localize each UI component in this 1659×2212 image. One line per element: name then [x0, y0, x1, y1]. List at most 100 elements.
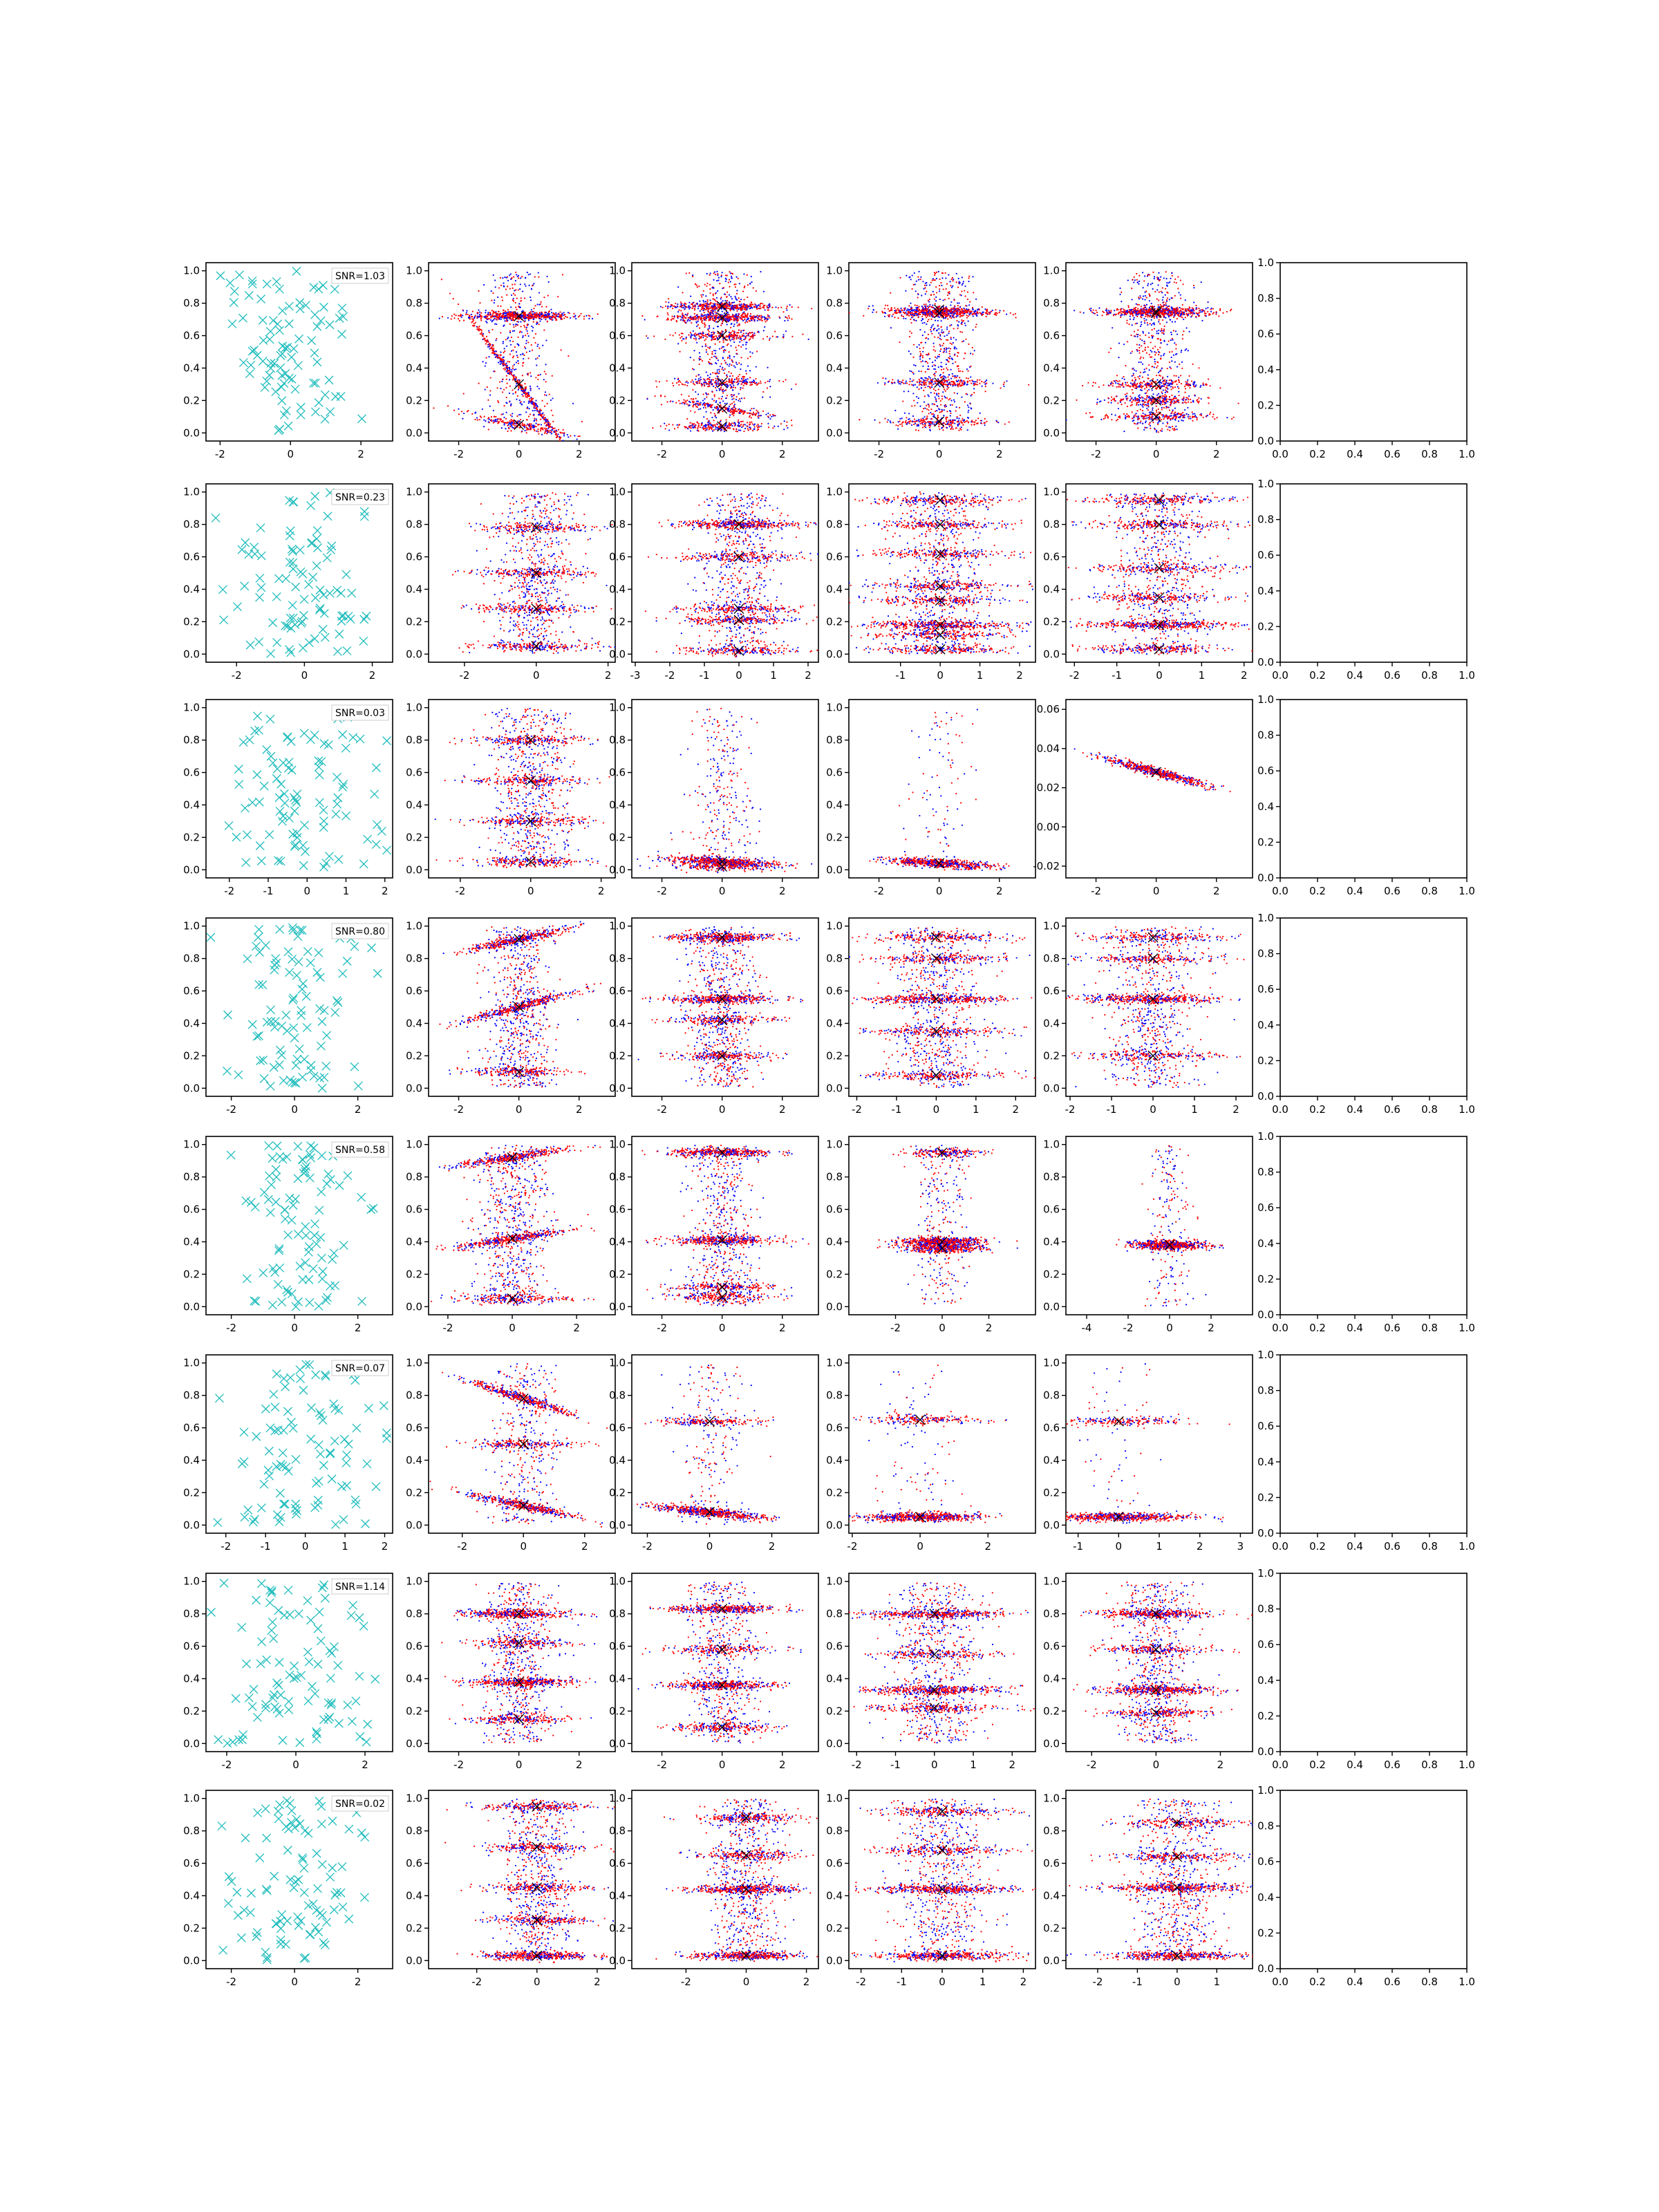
- data-point: [544, 416, 546, 419]
- data-point: [942, 299, 944, 301]
- data-point: [540, 427, 543, 429]
- data-point: [482, 426, 485, 428]
- data-point: [673, 315, 675, 317]
- data-point: [725, 335, 728, 337]
- data-point: [934, 410, 937, 412]
- data-point: [687, 306, 689, 308]
- data-point: [518, 421, 521, 423]
- data-point: [744, 427, 747, 429]
- data-point: [508, 427, 510, 430]
- data-point: [745, 320, 747, 322]
- data-point: [702, 299, 704, 301]
- data-point: [753, 332, 756, 335]
- y-tick-label: 0.4: [609, 362, 626, 374]
- data-point: [742, 381, 744, 383]
- data-point: [705, 411, 707, 413]
- data-point: [488, 331, 490, 334]
- data-point: [479, 302, 481, 304]
- data-point: [492, 344, 494, 346]
- data-point: [769, 396, 771, 398]
- data-point: [945, 349, 947, 351]
- data-point: [735, 378, 738, 380]
- data-point: [507, 337, 509, 339]
- data-point: [692, 388, 694, 391]
- data-point: [916, 395, 918, 398]
- data-point: [697, 402, 699, 404]
- data-point: [680, 306, 682, 308]
- data-point: [944, 395, 946, 397]
- data-point: [476, 315, 478, 317]
- data-point: [696, 286, 698, 288]
- data-point: [512, 379, 514, 381]
- data-point: [525, 429, 528, 431]
- data-point: [496, 420, 498, 422]
- data-point: [702, 406, 705, 409]
- data-point: [728, 315, 731, 317]
- data-point: [487, 346, 489, 348]
- data-point: [519, 418, 522, 421]
- data-point: [508, 366, 511, 368]
- data-point: [486, 386, 488, 388]
- data-point: [707, 393, 709, 395]
- data-point: [755, 290, 757, 292]
- data-point: [738, 337, 740, 339]
- data-point: [926, 281, 928, 284]
- data-point: [505, 428, 507, 430]
- data-point: [966, 298, 969, 301]
- data-point: [933, 336, 936, 338]
- data-point: [744, 315, 747, 317]
- data-point: [720, 404, 722, 406]
- data-point: [911, 274, 913, 276]
- data-point: [970, 353, 972, 355]
- data-point: [908, 350, 910, 353]
- data-point: [597, 313, 599, 315]
- data-point: [525, 427, 528, 429]
- data-point: [935, 389, 937, 391]
- data-point: [948, 386, 950, 388]
- data-point: [743, 397, 745, 400]
- data-point: [720, 274, 722, 276]
- data-point: [541, 306, 543, 308]
- data-point: [745, 380, 747, 382]
- data-point: [921, 357, 924, 359]
- data-point: [493, 301, 495, 304]
- data-point: [731, 272, 733, 274]
- data-point: [912, 283, 915, 285]
- data-point: [791, 306, 793, 308]
- data-point: [705, 295, 707, 297]
- data-point: [914, 283, 916, 285]
- data-point: [480, 312, 482, 314]
- data-point: [712, 293, 714, 295]
- data-point: [777, 425, 779, 427]
- data-point: [937, 408, 940, 410]
- data-point: [694, 332, 696, 335]
- data-point: [509, 425, 512, 427]
- data-point: [472, 319, 474, 321]
- data-point: [931, 403, 933, 405]
- data-point: [462, 418, 464, 420]
- noise-x-marker: [325, 320, 335, 330]
- data-point: [524, 383, 526, 385]
- data-point: [769, 418, 771, 420]
- data-point: [713, 385, 715, 387]
- data-point: [738, 419, 740, 421]
- data-point: [922, 408, 925, 410]
- data-point: [742, 425, 744, 427]
- data-point: [518, 277, 520, 279]
- data-point: [950, 324, 953, 326]
- data-point: [720, 306, 722, 308]
- data-point: [734, 286, 737, 288]
- data-point: [909, 330, 911, 332]
- data-point: [559, 435, 561, 438]
- data-point: [932, 378, 934, 380]
- data-point: [541, 414, 543, 416]
- data-point: [713, 299, 715, 301]
- data-point: [488, 330, 490, 332]
- data-point: [548, 315, 550, 317]
- data-point: [930, 330, 932, 332]
- data-point: [925, 303, 927, 306]
- data-point: [928, 357, 931, 360]
- data-point: [919, 353, 922, 355]
- data-point: [731, 375, 734, 377]
- data-point: [946, 339, 948, 341]
